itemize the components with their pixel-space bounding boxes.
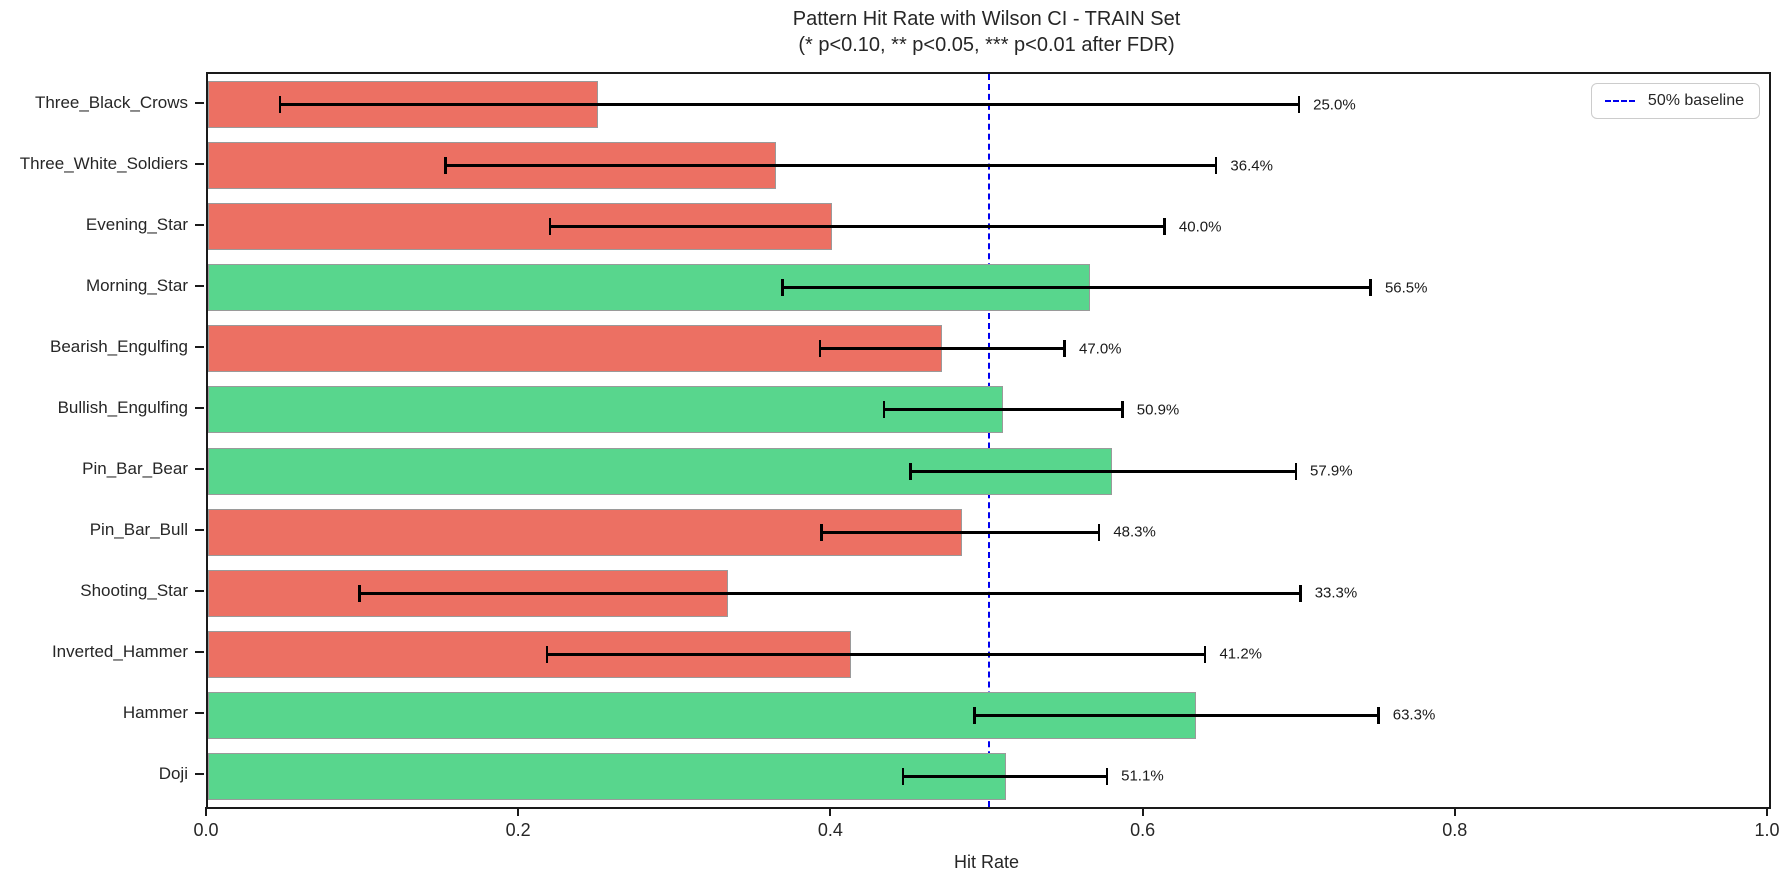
- x-tick-mark: [517, 807, 520, 816]
- bar-Bullish_Engulfing: [208, 386, 1003, 434]
- value-label: 40.0%: [1178, 218, 1222, 236]
- y-tick-label: Three_White_Soldiers: [19, 153, 188, 173]
- plot-area: 50% baseline 25.0% 36.4% 40.0% 56.5% 47.0% 50…: [206, 72, 1771, 809]
- error-bar-cap-low: [901, 767, 905, 785]
- error-bar: [902, 774, 1108, 778]
- value-label: 50.9%: [1136, 401, 1180, 419]
- y-tick-label: Evening_Star: [85, 214, 188, 234]
- error-bar: [883, 408, 1123, 412]
- error-bar: [819, 347, 1065, 351]
- y-tick-mark: [195, 101, 204, 104]
- error-bar-cap-low: [444, 157, 447, 175]
- y-tick-label: Morning_Star: [85, 275, 188, 295]
- y-tick-label: Bullish_Engulfing: [57, 397, 188, 417]
- error-bar-cap-high: [1097, 523, 1101, 541]
- legend: 50% baseline: [1590, 83, 1760, 119]
- y-tick-mark: [195, 468, 204, 471]
- y-tick-mark: [195, 162, 204, 165]
- y-tick-mark: [195, 284, 204, 287]
- x-tick-mark: [205, 807, 207, 816]
- error-bar: [549, 225, 1165, 229]
- y-tick-mark: [195, 223, 204, 226]
- y-tick-label: Pin_Bar_Bear: [82, 459, 188, 479]
- value-label: 33.3%: [1314, 584, 1358, 602]
- x-axis-label: Hit Rate: [953, 852, 1020, 872]
- error-bar-cap-low: [818, 340, 822, 358]
- error-bar-cap-high: [1105, 767, 1109, 785]
- title-block: Pattern Hit Rate with Wilson CI - TRAIN …: [206, 6, 1767, 58]
- value-label: 51.1%: [1121, 767, 1164, 785]
- error-bar-cap-low: [909, 462, 912, 480]
- value-label: 56.5%: [1384, 279, 1428, 297]
- y-tick-mark: [195, 651, 204, 654]
- value-label: 41.2%: [1219, 645, 1263, 663]
- value-label: 36.4%: [1230, 157, 1273, 175]
- x-tick-label: 0.6: [1130, 820, 1156, 840]
- y-tick-mark: [195, 712, 204, 715]
- y-tick-mark: [195, 345, 204, 348]
- y-tick-label: Doji: [158, 764, 188, 784]
- error-bar-cap-high: [1369, 279, 1372, 297]
- x-tick-label: 0.8: [1442, 820, 1468, 840]
- y-tick-mark: [195, 590, 204, 593]
- y-tick-label: Inverted_Hammer: [51, 642, 188, 662]
- error-bar-cap-high: [1297, 96, 1301, 114]
- value-label: 47.0%: [1078, 340, 1122, 358]
- error-bar: [821, 530, 1100, 534]
- baseline-legend-label: 50% baseline: [1647, 92, 1744, 109]
- value-label: 25.0%: [1313, 96, 1356, 114]
- chart-subtitle: (* p<0.10, ** p<0.05, *** p<0.01 after F…: [798, 34, 1175, 56]
- error-bar-cap-low: [545, 645, 549, 663]
- error-bar: [910, 469, 1296, 473]
- y-tick-mark: [195, 529, 204, 532]
- x-tick-mark: [1766, 807, 1768, 816]
- error-bar-cap-high: [1163, 218, 1166, 236]
- y-tick-label: Shooting_Star: [80, 581, 188, 601]
- error-bar-cap-low: [278, 96, 282, 114]
- error-bar-cap-low: [882, 401, 886, 419]
- x-tick-mark: [829, 807, 832, 816]
- y-tick-label: Hammer: [122, 703, 188, 723]
- baseline-dash-swatch: [1604, 100, 1635, 102]
- error-bar: [782, 286, 1371, 290]
- y-tick-label: Three_Black_Crows: [34, 92, 188, 112]
- x-tick-label: 0.0: [193, 820, 219, 840]
- chart-title: Pattern Hit Rate with Wilson CI - TRAIN …: [792, 8, 1181, 30]
- error-bar-cap-low: [548, 218, 552, 236]
- x-tick-mark: [1453, 807, 1456, 816]
- error-bar: [974, 713, 1379, 717]
- value-label: 57.9%: [1310, 462, 1353, 480]
- error-bar-cap-high: [1214, 157, 1218, 175]
- error-bar-cap-low: [358, 584, 361, 602]
- error-bar-cap-high: [1299, 584, 1302, 602]
- error-bar: [279, 103, 1300, 107]
- error-bar-cap-high: [1121, 401, 1124, 419]
- error-bar-cap-low: [781, 279, 784, 297]
- error-bar-cap-low: [820, 523, 823, 541]
- error-bar: [445, 164, 1217, 168]
- x-tick-label: 1.0: [1754, 820, 1780, 840]
- x-tick-mark: [1141, 807, 1144, 816]
- y-tick-mark: [195, 773, 204, 776]
- y-tick-label: Pin_Bar_Bull: [89, 520, 188, 540]
- error-bar-cap-high: [1294, 462, 1298, 480]
- error-bar-cap-high: [1203, 645, 1207, 663]
- error-bar: [546, 652, 1206, 656]
- y-tick-label: Bearish_Engulfing: [50, 336, 188, 356]
- error-bar-cap-high: [1063, 340, 1066, 358]
- baseline-line: [987, 74, 990, 807]
- error-bar: [359, 591, 1301, 595]
- x-tick-label: 0.2: [505, 820, 531, 840]
- bar-Doji: [208, 752, 1006, 800]
- value-label: 48.3%: [1113, 523, 1156, 541]
- error-bar-cap-high: [1377, 706, 1380, 724]
- value-label: 63.3%: [1392, 706, 1436, 724]
- error-bar-cap-low: [973, 706, 976, 724]
- y-tick-mark: [195, 406, 204, 409]
- x-tick-label: 0.4: [817, 820, 843, 840]
